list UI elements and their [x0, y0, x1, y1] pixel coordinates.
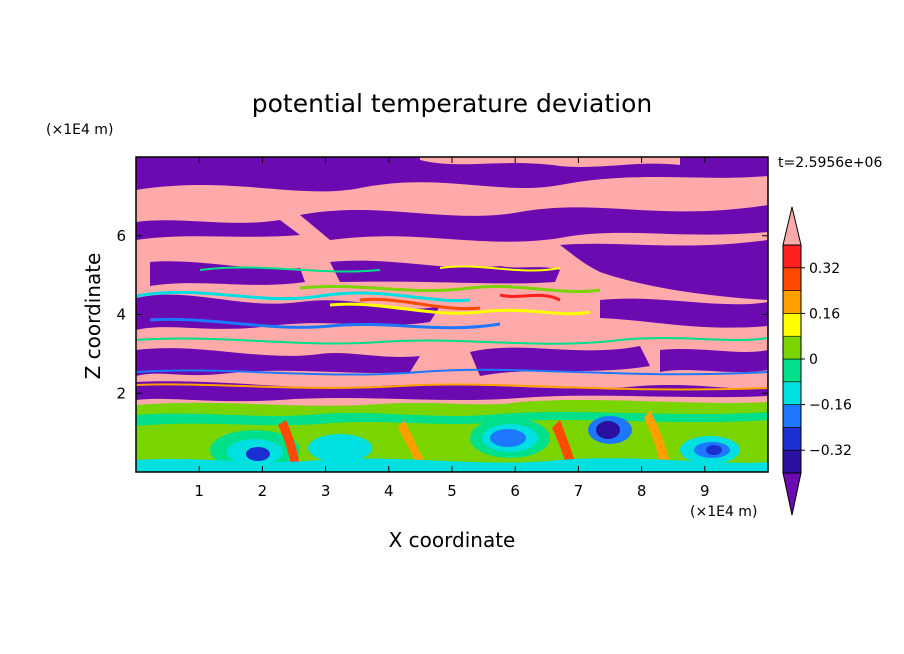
- x-tick-label: 9: [700, 482, 710, 500]
- colorbar: −0.32 −0.16 0 0.16 0.32: [782, 206, 852, 516]
- x-axis-label: X coordinate: [389, 528, 516, 552]
- colorbar-segment: [782, 290, 802, 314]
- colorbar-tick-label: −0.32: [809, 443, 852, 459]
- colorbar-segment: [782, 358, 802, 383]
- colorbar-segment: [782, 404, 802, 428]
- colorbar-segment: [782, 267, 802, 291]
- colorbar-segment: [782, 244, 802, 269]
- colorbar-tick-label: 0: [809, 352, 818, 368]
- y-unit-label: (×1E4 m): [46, 122, 113, 138]
- y-axis-label: Z coordinate: [81, 253, 105, 380]
- colorbar-tick-label: −0.16: [809, 398, 852, 414]
- x-tick-label: 6: [510, 482, 520, 500]
- time-label: t=2.5956e+06: [778, 155, 882, 171]
- y-tick-label: 4: [116, 306, 126, 324]
- colorbar-segment: [782, 313, 802, 337]
- x-tick-label: 4: [384, 482, 394, 500]
- contour-field: [136, 157, 768, 472]
- x-tick-label: 5: [447, 482, 457, 500]
- x-axis-ticks: 1 2 3 4 5 6 7 8 9: [194, 157, 710, 500]
- x-tick-label: 2: [258, 482, 268, 500]
- x-tick-label: 3: [321, 482, 331, 500]
- chart-title: potential temperature deviation: [252, 89, 652, 118]
- x-unit-label: (×1E4 m): [690, 504, 757, 520]
- colorbar-tick-label: 0.32: [809, 261, 840, 277]
- colorbar-segment: [782, 427, 802, 451]
- x-tick-label: 1: [194, 482, 204, 500]
- x-tick-label: 8: [637, 482, 647, 500]
- colorbar-extend-high: [782, 206, 802, 246]
- colorbar-segment: [782, 335, 802, 360]
- colorbar-extend-low: [782, 472, 802, 516]
- x-tick-label: 7: [574, 482, 584, 500]
- y-tick-label: 6: [116, 227, 126, 245]
- y-axis-ticks: 2 4 6: [116, 227, 768, 402]
- colorbar-segment: [782, 381, 802, 405]
- y-tick-label: 2: [116, 384, 126, 402]
- colorbar-segment: [782, 449, 802, 474]
- colorbar-tick-label: 0.16: [809, 306, 840, 322]
